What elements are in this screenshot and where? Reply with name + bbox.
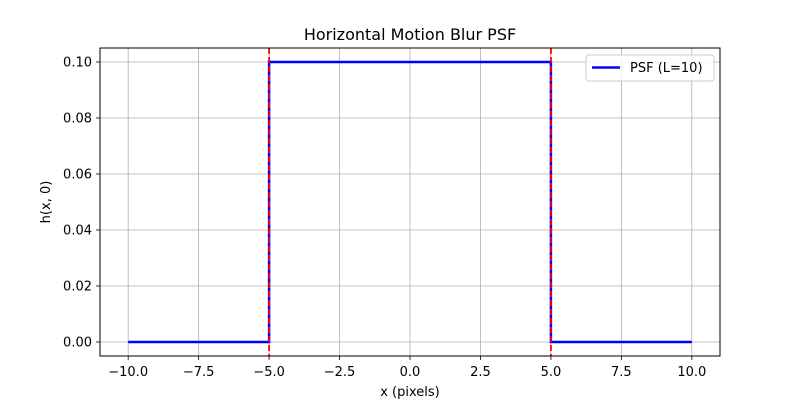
y-axis-label: h(x, 0) [39,181,54,224]
x-axis-ticks: −10.0 −7.5 −5.0 −2.5 0.0 2.5 5.0 7.5 10.0 [108,356,706,380]
x-tick-label: 7.5 [611,365,632,380]
x-tick-label: −7.5 [183,365,215,380]
y-tick-label: 0.02 [63,280,92,295]
x-tick-label: 10.0 [677,365,706,380]
y-tick-label: 0.06 [63,168,92,183]
x-tick-label: 5.0 [541,365,562,380]
chart-title: Horizontal Motion Blur PSF [304,25,516,44]
grid [100,48,720,356]
legend: PSF (L=10) [585,54,715,82]
y-tick-label: 0.10 [63,56,92,71]
x-tick-label: −10.0 [108,365,148,380]
x-tick-label: 0.0 [400,365,421,380]
series-line-psf [128,60,692,344]
x-tick-label: −2.5 [324,365,356,380]
y-tick-label: 0.00 [63,336,92,351]
x-axis-label: x (pixels) [380,385,440,400]
reference-lines-front [268,48,552,356]
x-tick-label: −5.0 [253,365,285,380]
legend-label-psf: PSF (L=10) [630,61,703,76]
y-tick-label: 0.08 [63,112,92,127]
y-axis-ticks: 0.00 0.02 0.04 0.06 0.08 0.10 [63,56,100,351]
y-tick-label: 0.04 [63,224,92,239]
x-tick-label: 2.5 [470,365,491,380]
series-group [128,60,692,344]
legend-box [585,54,715,82]
